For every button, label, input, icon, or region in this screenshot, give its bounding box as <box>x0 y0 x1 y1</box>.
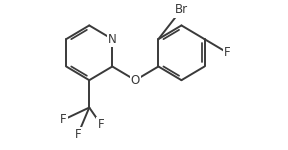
Text: N: N <box>108 33 117 46</box>
Text: O: O <box>131 74 140 87</box>
Text: F: F <box>74 128 81 141</box>
Text: Br: Br <box>175 3 188 16</box>
Text: F: F <box>97 118 104 131</box>
Text: F: F <box>60 113 67 126</box>
Text: F: F <box>224 46 231 59</box>
